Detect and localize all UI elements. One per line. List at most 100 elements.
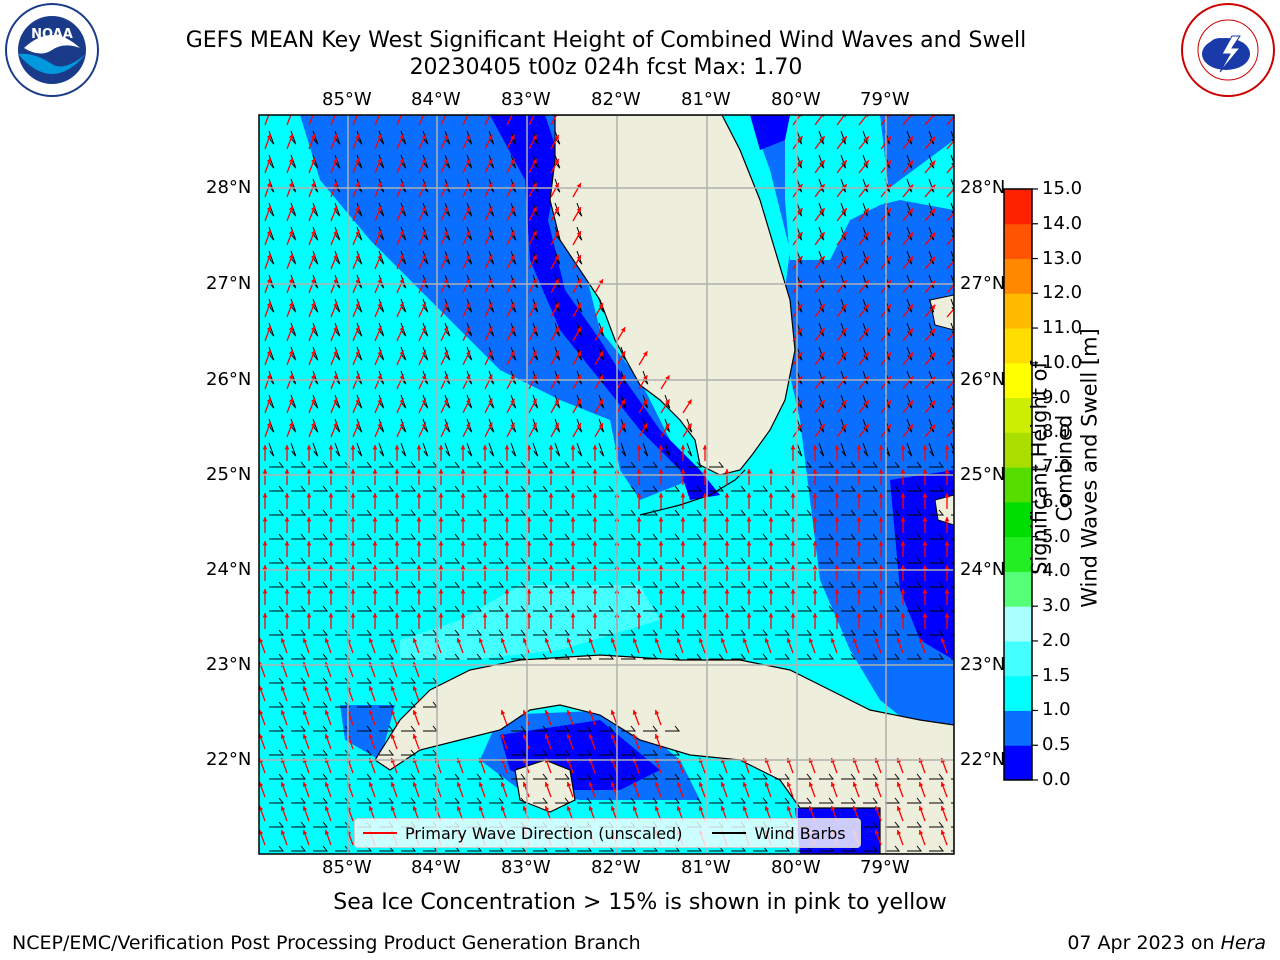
wind-barb	[686, 442, 693, 457]
wave-direction-arrowhead	[522, 782, 528, 787]
wind-barb	[885, 509, 901, 516]
wave-direction-arrowhead	[724, 493, 730, 498]
wind-barb	[863, 845, 879, 852]
wind-barb	[731, 773, 747, 780]
wave-direction-arrowhead	[702, 469, 708, 474]
wave-direction-arrowhead	[544, 782, 550, 787]
wind-barb	[818, 442, 825, 457]
wave-direction-arrowhead	[790, 493, 796, 498]
wave-direction-arrowhead	[874, 638, 880, 643]
wind-barb	[863, 485, 879, 492]
wave-direction-arrowhead	[842, 160, 847, 166]
wave-direction-arrowhead	[548, 445, 554, 450]
wave-direction-arrowhead	[768, 613, 774, 618]
wind-barb	[819, 461, 835, 468]
wind-barb	[401, 653, 417, 660]
wave-direction-arrowhead	[654, 782, 660, 787]
wave-direction-arrowhead	[834, 541, 840, 546]
wind-barb	[466, 226, 473, 241]
wind-barb	[665, 797, 681, 804]
wave-direction-arrowhead	[259, 734, 264, 739]
wind-barb	[598, 370, 605, 385]
wave-direction-arrowhead	[443, 422, 449, 428]
wind-barb	[687, 581, 703, 588]
wave-direction-arrowhead	[510, 254, 515, 260]
wind-barb	[643, 557, 659, 564]
wave-direction-arrowhead	[394, 493, 400, 498]
wave-direction-arrowhead	[702, 517, 708, 522]
wave-direction-arrowhead	[680, 613, 686, 618]
wave-direction-arrowhead	[482, 541, 488, 546]
wave-direction-arrowhead	[918, 638, 924, 643]
wind-barb	[620, 418, 627, 433]
wind-barb	[269, 461, 285, 468]
wave-direction-arrowhead	[842, 136, 847, 142]
wave-direction-arrowhead	[680, 541, 686, 546]
wave-direction-arrowhead	[856, 517, 862, 522]
wind-barb	[687, 773, 703, 780]
wave-direction-arrowhead	[328, 589, 334, 594]
wind-barb	[445, 509, 461, 516]
wind-barb	[576, 442, 583, 457]
colorbar-segment	[1004, 745, 1032, 781]
wave-direction-arrowhead	[922, 493, 928, 498]
wave-direction-arrowhead	[632, 710, 638, 715]
wave-direction-arrowhead	[930, 328, 936, 334]
wave-direction-arrowhead	[812, 541, 818, 546]
wind-barb	[885, 797, 901, 804]
wind-barb	[950, 130, 954, 143]
wave-direction-arrowhead	[333, 302, 338, 308]
wind-barb	[643, 749, 659, 756]
wave-direction-arrowhead	[830, 638, 836, 643]
wave-direction-arrowhead	[399, 158, 404, 164]
wind-barb	[753, 797, 769, 804]
colorbar-label-line2: Wind Waves and Swell [m]	[1077, 328, 1102, 608]
wind-barb	[444, 346, 451, 361]
colorbar-tick-label: 0.5	[1042, 734, 1071, 756]
wind-barb	[598, 346, 605, 361]
wave-direction-arrowhead	[311, 278, 316, 284]
wind-barb	[379, 701, 395, 708]
wind-barb	[577, 533, 593, 540]
wave-direction-arrowhead	[576, 327, 581, 333]
wind-barb	[555, 533, 571, 540]
wind-barb	[709, 797, 725, 804]
wave-direction-arrowhead	[654, 710, 660, 715]
wave-direction-arrowhead	[620, 423, 626, 429]
lat-label-right: 24°N	[960, 559, 1006, 580]
wind-barb	[731, 557, 747, 564]
wind-barb	[445, 581, 461, 588]
wave-direction-arrowhead	[421, 422, 426, 428]
wave-direction-arrowhead	[377, 326, 382, 332]
wind-barb	[489, 533, 505, 540]
wind-barb	[291, 701, 307, 708]
wave-band-0-0p5-gulf	[490, 115, 720, 500]
wave-direction-arrowhead	[797, 232, 803, 237]
colorbar-tick-label: 15.0	[1042, 178, 1083, 199]
wind-barb	[775, 533, 791, 540]
wind-barb	[533, 461, 549, 468]
wind-barb	[510, 202, 517, 217]
wave-direction-arrowhead	[399, 374, 404, 380]
wind-barb	[401, 605, 417, 612]
wave-direction-arrowhead	[636, 613, 642, 618]
wave-direction-arrowhead	[636, 517, 642, 522]
wave-direction-arrowhead	[500, 638, 506, 643]
wind-barb	[466, 394, 473, 409]
wind-barb	[687, 629, 703, 636]
wave-direction-arrowhead	[588, 710, 594, 715]
wave-direction-arrowhead	[421, 350, 426, 356]
wind-barb	[533, 797, 549, 804]
wave-direction-arrowhead	[466, 254, 471, 260]
wind-barb	[555, 509, 571, 516]
wind-barb	[950, 322, 954, 335]
wave-direction-arrowhead	[658, 469, 664, 474]
wind-barb	[533, 749, 549, 756]
colorbar-segment	[1004, 640, 1032, 677]
wave-direction-arrowhead	[443, 350, 449, 356]
wave-direction-arrowhead	[284, 541, 290, 546]
wave-direction-arrowhead	[658, 493, 664, 498]
wave-direction-arrowhead	[764, 806, 770, 811]
wave-direction-arrowhead	[510, 302, 515, 308]
map-legend: Primary Wave Direction (unscaled) Wind B…	[354, 818, 861, 848]
